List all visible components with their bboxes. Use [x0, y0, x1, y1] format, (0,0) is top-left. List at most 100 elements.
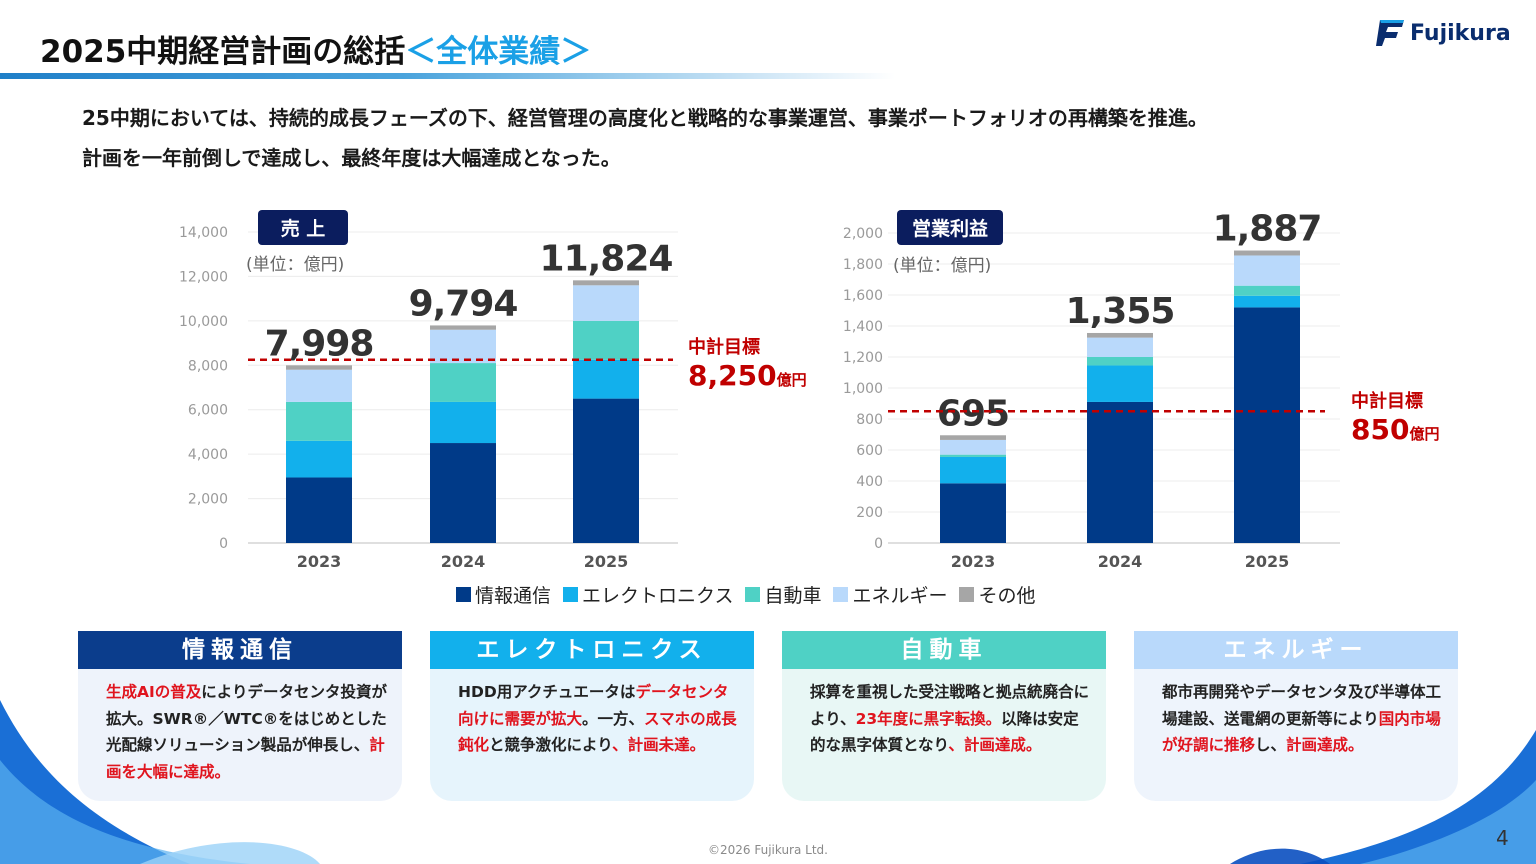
card-title: 情報通信 — [78, 631, 402, 669]
chart-label: 営業利益 — [912, 217, 988, 240]
card-body: 採算を重視した受注戦略と拠点統廃合により、23年度に黒字転換。以降は安定的な黒字… — [782, 669, 1106, 769]
card-body: 生成AIの普及によりデータセンタ投資が拡大。SWR®／WTC®をはじめとした光配… — [78, 669, 402, 795]
sales-target-unit: 億円 — [776, 371, 807, 389]
fujikura-logo: Fujikura — [1376, 16, 1511, 50]
body-text: によりデータセンタ投資が拡大。SWR®／WTC®をはじめとした光配線ソリューショ… — [106, 683, 387, 754]
body-text: 。一方、 — [582, 709, 645, 728]
sales-target-amount: 8,250 — [688, 359, 777, 392]
unit-label: (単位：億円) — [893, 256, 991, 276]
profit-target-amount: 850 — [1351, 413, 1410, 446]
bar-segment — [1087, 401, 1153, 543]
profit-target-unit: 億円 — [1409, 425, 1440, 443]
profit-target-title: 中計目標 — [1351, 391, 1423, 412]
title-main: 2025中期経営計画の総括 — [40, 34, 406, 70]
bar-segment — [1234, 285, 1300, 296]
bar-segment — [1087, 332, 1153, 338]
y-tick-label: 14,000 — [179, 225, 228, 241]
y-tick-label: 200 — [856, 505, 883, 521]
chart-label: 売 上 — [281, 217, 326, 240]
y-tick-label: 0 — [219, 536, 228, 552]
bar-segment — [1234, 250, 1300, 256]
bar-segment — [286, 401, 352, 441]
legend-swatch — [959, 587, 975, 602]
highlight-text: スマホの成長鈍化 — [458, 709, 737, 755]
body-text: 都市再開発やデータセンタ及び半導体工場建設、送電網の更新等により — [1162, 683, 1442, 728]
bar-segment — [940, 483, 1006, 543]
bar-segment — [940, 439, 1006, 455]
bar-segment — [1234, 307, 1300, 543]
y-tick-label: 400 — [856, 474, 883, 490]
highlight-text: データセンタ向けに需要が拡大 — [458, 683, 729, 728]
highlight-text: 、計画未達。 — [612, 736, 706, 754]
y-tick-label: 0 — [874, 536, 883, 552]
legend-item-info: 情報通信 — [456, 581, 551, 608]
bar-segment — [1234, 255, 1300, 286]
x-tick-label: 2023 — [297, 552, 342, 571]
y-tick-label: 1,400 — [843, 319, 883, 335]
bar-segment — [573, 320, 639, 360]
body-text: 以降は安定的な黒字体質となり — [810, 709, 1079, 755]
bar-segment — [940, 454, 1006, 457]
sales-target-label: 中計目標 8,250億円 — [688, 333, 807, 392]
card-info: 情報通信 生成AIの普及によりデータセンタ投資が拡大。SWR®／WTC®をはじめ… — [78, 631, 402, 801]
bar-segment — [573, 280, 639, 286]
bar-segment — [430, 401, 496, 444]
bar-segment — [940, 456, 1006, 484]
body-text: と競争激化により — [489, 736, 613, 754]
chart-label-badge — [897, 210, 1003, 245]
bar-segment — [1087, 357, 1153, 366]
bar-segment — [286, 440, 352, 478]
y-tick-label: 600 — [856, 443, 883, 459]
y-tick-label: 1,200 — [843, 350, 883, 366]
charts-area: 0 2,000 4,000 6,000 8,000 10,000 12,000 14,000 2… — [179, 209, 1340, 571]
card-title: 自動車 — [782, 631, 1106, 669]
total-label: 11,824 — [540, 238, 673, 279]
card-auto: 自動車 採算を重視した受注戦略と拠点統廃合により、23年度に黒字転換。以降は安定… — [782, 631, 1106, 801]
bar-segment — [573, 398, 639, 543]
y-tick-label: 800 — [856, 412, 883, 428]
title-underline — [0, 73, 895, 79]
y-tick-label: 1,800 — [843, 257, 883, 273]
x-tick-label: 2025 — [584, 552, 629, 571]
legend-item-electronics: エレクトロニクス — [563, 581, 733, 608]
y-tick-label: 1,000 — [843, 381, 883, 397]
y-tick-label: 2,000 — [188, 492, 228, 508]
logo-text: Fujikura — [1410, 20, 1511, 46]
bar-segment — [1087, 337, 1153, 357]
legend-item-energy: エネルギー — [833, 581, 947, 608]
bar-segment — [286, 477, 352, 543]
y-tick-label: 1,600 — [843, 288, 883, 304]
legend-swatch — [456, 587, 471, 602]
highlight-text: 23年度に黒字転換。 — [855, 709, 1002, 728]
total-label: 1,887 — [1213, 209, 1322, 250]
legend-label: エネルギー — [852, 585, 948, 607]
highlight-text: 計画を大幅に達成。 — [106, 736, 385, 781]
legend-label: エレクトロニクス — [582, 585, 734, 607]
bar-segment — [430, 329, 496, 364]
bar-segment — [286, 369, 352, 402]
highlight-text: 、計画達成。 — [948, 736, 1042, 754]
chart-legend: 情報通信 エレクトロニクス 自動車 エネルギー その他 — [456, 581, 1036, 608]
x-tick-label: 2023 — [951, 552, 996, 571]
page-number: 4 — [1496, 826, 1509, 850]
total-label: 7,998 — [265, 323, 374, 364]
card-title: エネルギー — [1134, 631, 1458, 669]
body-text: 採算を重視した受注戦略と拠点統廃合により、 — [810, 683, 1090, 728]
x-tick-label: 2025 — [1245, 552, 1290, 571]
legend-swatch — [563, 587, 579, 602]
total-label: 9,794 — [409, 283, 518, 324]
bar-segment — [286, 365, 352, 370]
fujikura-logo-icon — [1376, 20, 1404, 46]
intro-text: 25中期においては、持続的成長フェーズの下、経営管理の高度化と戦略的な事業運営、… — [82, 98, 1208, 178]
bar-segment — [573, 359, 639, 399]
body-text: し、 — [1255, 736, 1287, 754]
card-body: 都市再開発やデータセンタ及び半導体工場建設、送電網の更新等により国内市場が好調に… — [1134, 669, 1458, 769]
y-tick-label: 4,000 — [188, 447, 228, 463]
intro-line-1: 25中期においては、持続的成長フェーズの下、経営管理の高度化と戦略的な事業運営、… — [82, 106, 1208, 130]
bar-segment — [940, 435, 1006, 440]
y-tick-label: 8,000 — [188, 358, 228, 374]
title-accent: ＜全体業績＞ — [405, 34, 592, 70]
card-body: HDD用アクチュエータはデータセンタ向けに需要が拡大。一方、スマホの成長鈍化と競… — [430, 669, 754, 769]
bar-segment — [430, 443, 496, 543]
